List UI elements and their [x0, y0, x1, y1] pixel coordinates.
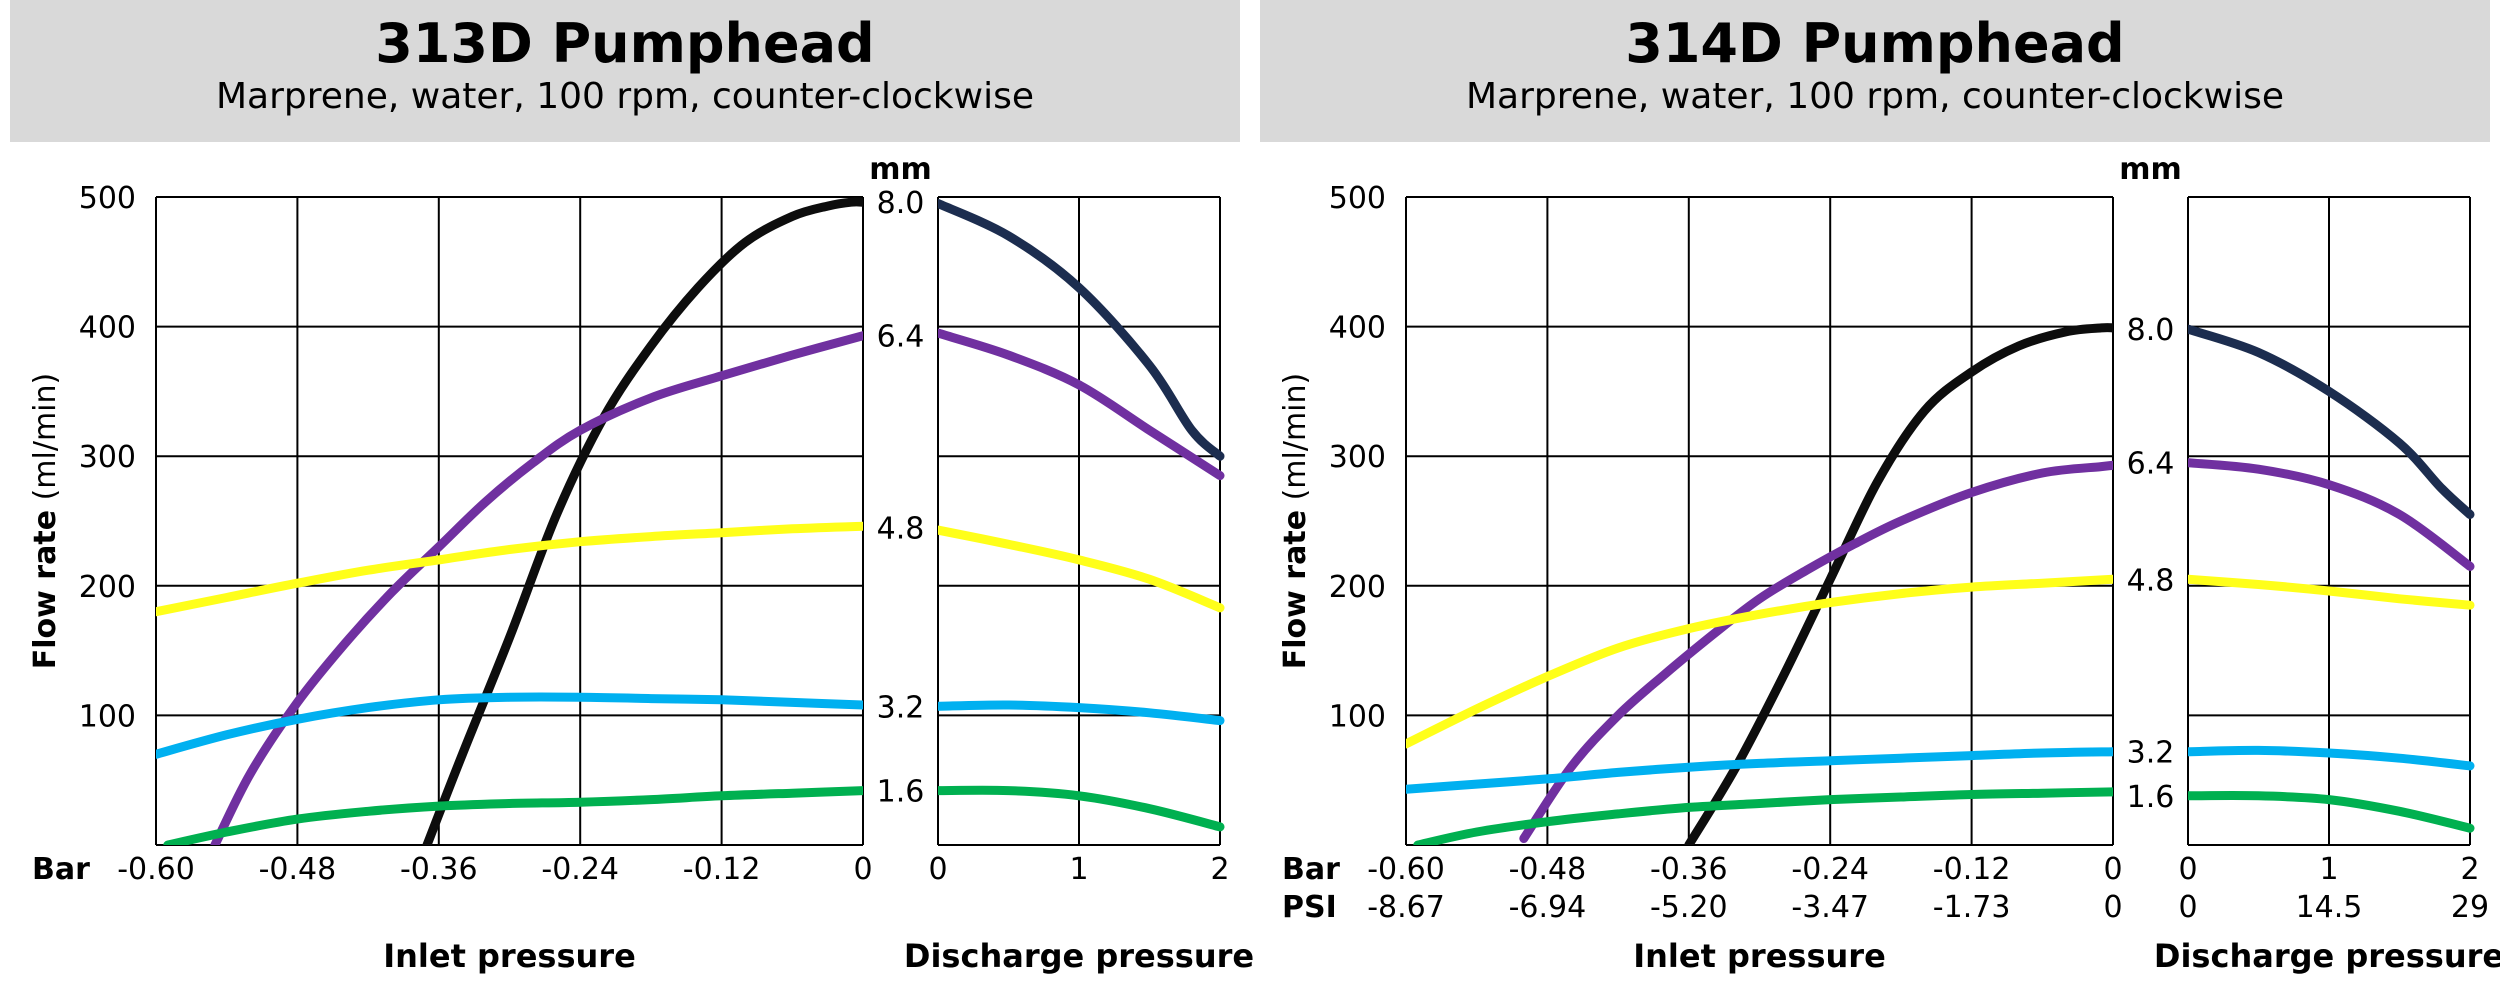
- y-tick-label: 400: [79, 311, 136, 346]
- inlet-x-tick-label: -0.12: [683, 852, 761, 887]
- discharge-psi-tick-label: 29: [2451, 890, 2489, 925]
- tube-size-label: 4.8: [2127, 563, 2175, 598]
- discharge-x-tick-label: 2: [1210, 852, 1229, 887]
- y-axis-label-bold: Flow rate: [1278, 510, 1313, 669]
- chart-subtitle: Marprene, water, 100 rpm, counter-clockw…: [1465, 76, 2284, 117]
- discharge-axis-title: Discharge pressure: [904, 937, 1254, 975]
- mm-unit-label: mm: [2119, 152, 2182, 187]
- discharge-series-8-0: [2188, 324, 2475, 519]
- inlet-x-tick-label: -0.36: [400, 852, 478, 887]
- y-axis-label-bold: Flow rate: [28, 510, 63, 669]
- tube-size-label: 6.4: [2127, 447, 2175, 482]
- tube-size-label: 8.0: [877, 186, 925, 221]
- mm-unit-label: mm: [869, 152, 932, 187]
- y-axis-label: Flow rate (ml/min): [28, 373, 63, 669]
- y-tick-label: 200: [1329, 570, 1386, 605]
- inlet-x-tick-label: -0.48: [259, 852, 337, 887]
- inlet-series-4-8: [1406, 574, 2113, 749]
- inlet-series-8-0: [1684, 323, 2113, 845]
- y-axis-label: Flow rate (ml/min): [1278, 373, 1313, 669]
- inlet-x-tick-label: 0: [853, 852, 872, 887]
- inlet-series-8-0: [422, 197, 863, 845]
- tube-size-label: 1.6: [877, 775, 925, 810]
- y-tick-label: 300: [1329, 440, 1386, 475]
- discharge-psi-tick-label: 0: [2178, 890, 2197, 925]
- inlet-x-tick-label: -0.60: [117, 852, 195, 887]
- bar-unit-label: Bar: [32, 852, 90, 887]
- discharge-series-6-4: [2188, 458, 2475, 571]
- y-tick-label: 100: [79, 699, 136, 734]
- discharge-series-1-6: [2188, 790, 2475, 833]
- y-tick-label: 400: [1329, 311, 1386, 346]
- inlet-axis-title: Inlet pressure: [383, 937, 636, 975]
- inlet-x-tick-label: 0: [2103, 852, 2122, 887]
- discharge-psi-tick-label: 14.5: [2296, 890, 2363, 925]
- discharge-x-tick-label: 2: [2460, 852, 2479, 887]
- discharge-x-tick-label: 1: [2319, 852, 2338, 887]
- y-tick-label: 200: [79, 570, 136, 605]
- inlet-x-tick-label: -0.24: [541, 852, 619, 887]
- discharge-axis-title: Discharge pressure: [2154, 937, 2500, 975]
- tube-size-label: 8.0: [2127, 313, 2175, 348]
- y-axis-label-unit: (ml/min): [1278, 373, 1313, 510]
- inlet-psi-tick-label: -3.47: [1791, 890, 1869, 925]
- inlet-series-6-4: [210, 331, 863, 845]
- y-tick-label: 500: [1329, 181, 1386, 216]
- panel-header: 314D Pumphead Marprene, water, 100 rpm, …: [1260, 0, 2490, 142]
- inlet-psi-tick-label: 0: [2103, 890, 2122, 925]
- tube-size-label: 6.4: [877, 320, 925, 355]
- tube-size-label: 3.2: [2127, 736, 2175, 771]
- bar-unit-label: Bar: [1282, 852, 1340, 887]
- discharge-series-4-8: [2188, 574, 2475, 610]
- tube-size-label: 3.2: [877, 690, 925, 725]
- discharge-x-tick-label: 1: [1069, 852, 1088, 887]
- chart-panel-314d: 314D Pumphead Marprene, water, 100 rpm, …: [1260, 0, 2500, 991]
- inlet-series-1-6: [1413, 787, 2113, 845]
- inlet-series-group: [1406, 323, 2113, 845]
- inlet-series-group: [156, 197, 863, 845]
- inlet-series-1-6: [163, 786, 863, 845]
- inlet-series-6-4: [1519, 460, 2113, 843]
- discharge-series-group: [2188, 324, 2475, 833]
- chart-title: 313D Pumphead: [375, 12, 875, 75]
- discharge-series-6-4: [938, 328, 1225, 481]
- y-tick-label: 500: [79, 181, 136, 216]
- discharge-x-tick-label: 0: [2178, 852, 2197, 887]
- y-tick-label: 100: [1329, 699, 1386, 734]
- inlet-psi-tick-label: -8.67: [1367, 890, 1445, 925]
- discharge-series-3-2: [2188, 745, 2475, 771]
- discharge-series-4-8: [938, 525, 1225, 613]
- inlet-psi-tick-label: -1.73: [1933, 890, 2011, 925]
- y-axis-label-unit: (ml/min): [28, 373, 63, 510]
- tube-size-label: 4.8: [877, 511, 925, 546]
- inlet-series-4-8: [156, 521, 863, 617]
- inlet-x-tick-label: -0.60: [1367, 852, 1445, 887]
- psi-unit-label: PSI: [1282, 890, 1337, 925]
- discharge-series-3-2: [938, 700, 1225, 726]
- tube-size-label: 1.6: [2127, 780, 2175, 815]
- inlet-psi-tick-label: -6.94: [1509, 890, 1587, 925]
- inlet-axis-title: Inlet pressure: [1633, 937, 1886, 975]
- inlet-x-tick-label: -0.12: [1933, 852, 2011, 887]
- inlet-series-3-2: [156, 692, 863, 759]
- inlet-psi-tick-label: -5.20: [1650, 890, 1728, 925]
- inlet-x-tick-label: -0.24: [1791, 852, 1869, 887]
- y-tick-label: 300: [79, 440, 136, 475]
- discharge-series-group: [938, 199, 1225, 832]
- discharge-x-tick-label: 0: [928, 852, 947, 887]
- discharge-series-8-0: [938, 199, 1225, 461]
- inlet-x-tick-label: -0.48: [1509, 852, 1587, 887]
- discharge-series-1-6: [938, 785, 1225, 832]
- chart-panel-313d: 313D Pumphead Marprene, water, 100 rpm, …: [10, 0, 1254, 991]
- panel-header: 313D Pumphead Marprene, water, 100 rpm, …: [10, 0, 1240, 142]
- chart-subtitle: Marprene, water, 100 rpm, counter-clockw…: [215, 76, 1034, 117]
- inlet-x-tick-label: -0.36: [1650, 852, 1728, 887]
- chart-title: 314D Pumphead: [1625, 12, 2125, 75]
- inlet-series-3-2: [1406, 747, 2113, 794]
